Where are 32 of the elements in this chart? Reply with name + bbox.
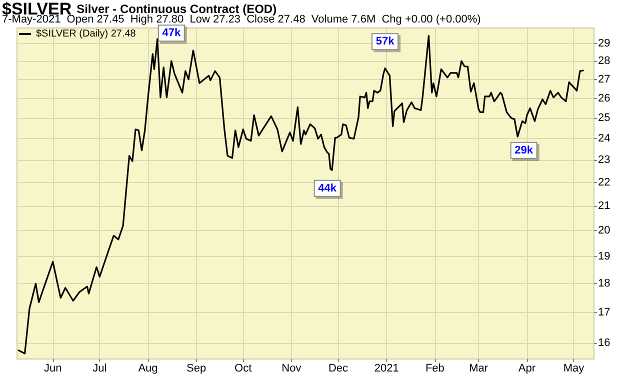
- x-tick-label: May: [563, 362, 585, 374]
- x-tick-label: Jul: [92, 362, 107, 374]
- annotation: 29k: [514, 144, 534, 156]
- y-tick-label: 20: [598, 224, 610, 237]
- annotation: 57k: [376, 36, 396, 48]
- y-tick-label: 23: [598, 154, 610, 166]
- x-tick-label: Nov: [282, 362, 302, 374]
- y-tick-label: 16: [598, 337, 610, 350]
- x-tick-label: Feb: [425, 362, 444, 374]
- y-tick-label: 21: [598, 200, 610, 212]
- x-tick-label: Sep: [186, 362, 206, 374]
- y-tick-label: 28: [598, 55, 610, 68]
- y-tick-label: 22: [598, 176, 610, 189]
- y-tick-label: 27: [598, 73, 610, 86]
- annotation: 47k: [162, 27, 182, 40]
- x-tick-label: Dec: [328, 362, 349, 374]
- y-tick-label: 19: [598, 250, 610, 262]
- y-tick-label: 25: [598, 112, 610, 124]
- legend-label: $SILVER (Daily) 27.48: [36, 28, 136, 40]
- x-tick-label: Oct: [234, 362, 252, 374]
- y-tick-label: 29: [598, 37, 610, 50]
- y-tick-label: 24: [598, 132, 610, 145]
- x-tick-label: Jun: [44, 362, 62, 374]
- y-tick-label: 26: [598, 92, 610, 104]
- chart-subtitle: Silver - Continuous Contract (EOD): [76, 2, 277, 16]
- x-tick-label: 2021: [374, 362, 399, 374]
- x-tick-label: Apr: [518, 362, 536, 374]
- x-tick-label: Aug: [138, 362, 158, 374]
- x-tick-label: Mar: [469, 362, 488, 374]
- y-tick-label: 17: [598, 306, 610, 318]
- y-tick-label: 18: [598, 278, 610, 290]
- annotation: 44k: [318, 182, 338, 194]
